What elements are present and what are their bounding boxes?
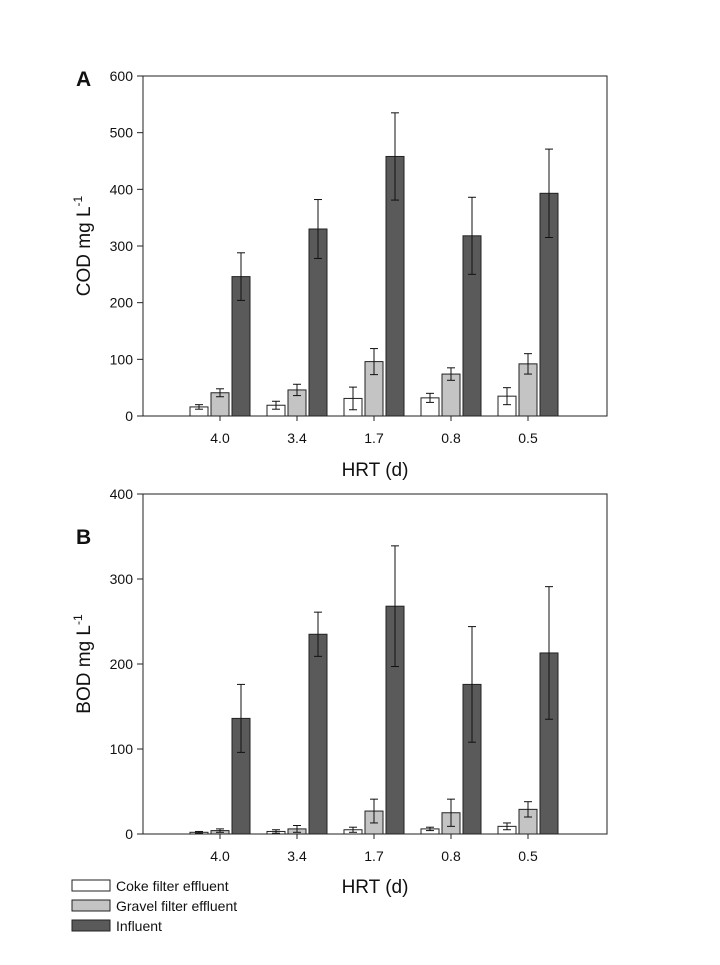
panel-a-x-tick-label: 4.0: [210, 430, 230, 446]
panel-a-y-tick-label: 200: [110, 295, 134, 311]
panel-b-x-title: HRT (d): [342, 877, 409, 898]
panel-b-x-tick-label: 0.8: [441, 848, 461, 864]
chart-panel-a: A 0 100 200 300 400 500 600 4.0 3.4 1.7 0.8 0.5 COD…: [71, 68, 608, 481]
legend-swatch-coke: [71, 879, 111, 892]
panel-a-x-tick-label: 1.7: [364, 430, 384, 446]
panel-b-y-tick-label: 300: [110, 571, 134, 587]
panel-b-frame: [142, 493, 608, 835]
panel-a-y-tick-label: 100: [110, 351, 134, 367]
panel-a-y-tick-label: 400: [110, 181, 134, 197]
panel-b-y-title: BOD mg L-1: [71, 614, 95, 714]
panel-a-marks: 0 100 200 300 400 500 600 4.0 3.4 1.7 0.8 0.5: [110, 68, 559, 446]
chart-panel-b: B 0 100 200 300 400 4.0 3.4 1.7 0.8 0.5 BOD mg L-…: [71, 486, 608, 898]
panel-b-letter: B: [76, 526, 91, 549]
panel-a-letter: A: [76, 68, 91, 91]
panel-b-marks: 0 100 200 300 400 4.0 3.4 1.7 0.8 0.5: [110, 486, 559, 864]
panel-b-y-tick-label: 100: [110, 741, 134, 757]
panel-b-x-tick-label: 3.4: [287, 848, 307, 864]
legend-swatch-influent: [71, 919, 111, 932]
panel-a-x-tick-label: 3.4: [287, 430, 307, 446]
legend-label-coke: Coke filter effluent: [116, 878, 229, 894]
panel-b-x-tick-label: 1.7: [364, 848, 384, 864]
panel-a-x-tick-label: 0.5: [518, 430, 538, 446]
legend-swatch-gravel: [71, 899, 111, 912]
panel-b-bar-influent: [308, 633, 328, 835]
panel-a-frame: [142, 75, 608, 417]
panel-a-y-tick-label: 500: [110, 125, 134, 141]
panel-b-y-tick-label: 200: [110, 656, 134, 672]
panel-a-y-title: COD mg L-1: [71, 195, 95, 296]
panel-a-y-tick-label: 300: [110, 238, 134, 254]
legend: Coke filter effluent Gravel filter efflu…: [71, 878, 237, 934]
panel-a-y-tick-label: 600: [110, 68, 134, 84]
panel-a-y-tick-label: 0: [125, 408, 133, 424]
panel-b-y-tick-label: 400: [110, 486, 134, 502]
panel-b-x-tick-label: 0.5: [518, 848, 538, 864]
legend-label-influent: Influent: [116, 918, 162, 934]
panel-b-x-tick-label: 4.0: [210, 848, 230, 864]
panel-b-y-tick-label: 0: [125, 826, 133, 842]
panel-a-x-tick-label: 0.8: [441, 430, 461, 446]
legend-label-gravel: Gravel filter effluent: [116, 898, 237, 914]
panel-a-x-title: HRT (d): [342, 460, 409, 481]
